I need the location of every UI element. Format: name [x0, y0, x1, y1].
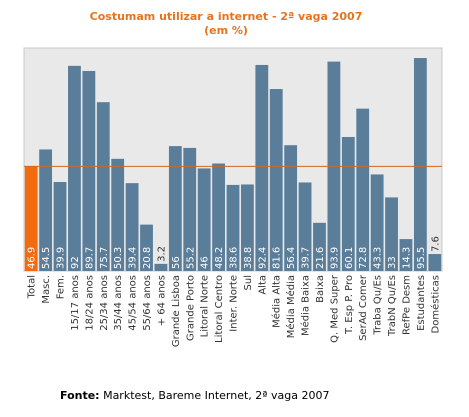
value-label-20: 21.6 [315, 247, 326, 269]
value-label-14: 38.6 [229, 247, 240, 269]
category-label-16: Alta [257, 275, 268, 295]
value-label-13: 48.2 [214, 247, 225, 269]
bar-15 [241, 184, 254, 271]
category-label-5: 25/34 anos [99, 275, 110, 331]
category-label-8: 55/64 anos [142, 275, 153, 331]
bar-24 [370, 174, 384, 271]
category-label-18: Média Média [285, 275, 297, 338]
category-label-1: Masc. [41, 275, 52, 304]
bar-0 [24, 166, 38, 271]
category-label-24: Traba Qu/Es [373, 275, 384, 336]
category-label-22: T. Esp P. Pro [344, 275, 355, 335]
value-label-9: 3.2 [156, 246, 167, 262]
bar-14 [226, 184, 240, 271]
bar-18 [284, 145, 298, 271]
category-label-11: Grande Porto [185, 275, 196, 341]
category-label-19: Média Baixa [300, 275, 312, 336]
bar-1 [39, 149, 53, 271]
bar-22 [341, 136, 355, 271]
bar-27 [413, 58, 427, 271]
bar-19 [298, 182, 312, 271]
bar-11 [183, 147, 197, 271]
bar-23 [356, 108, 370, 271]
bar-13 [212, 163, 225, 271]
bars-layer [24, 58, 442, 271]
bar-4 [82, 70, 96, 271]
category-label-27: Estudantes [416, 275, 427, 331]
value-label-11: 55.2 [185, 247, 196, 269]
value-label-15: 38.8 [243, 247, 254, 269]
value-label-22: 60.1 [344, 247, 355, 269]
chart-subtitle: (em %) [204, 24, 248, 37]
value-label-7: 39.4 [128, 247, 139, 269]
value-label-12: 46 [200, 256, 211, 269]
bar-9 [154, 263, 168, 271]
value-label-16: 92.4 [257, 247, 268, 269]
bar-12 [197, 168, 211, 271]
category-label-10: Grande Lisboa [171, 275, 182, 347]
source-note: Fonte: Marktest, Bareme Internet, 2ª vag… [60, 389, 329, 402]
category-label-21: Q. Med Super [329, 274, 340, 343]
value-label-17: 81.6 [272, 247, 283, 269]
category-label-7: 45/54 anos [128, 275, 139, 331]
bar-8 [140, 224, 153, 271]
bar-2 [53, 182, 67, 271]
bar-28 [428, 254, 442, 271]
bar-3 [68, 65, 81, 271]
value-label-24: 43.3 [373, 247, 384, 269]
source-label: Fonte: [60, 389, 100, 402]
category-label-20: Baixa [315, 275, 326, 303]
category-label-4: 18/24 anos [84, 275, 95, 331]
value-label-2: 39.9 [56, 247, 67, 269]
category-label-12: Litoral Norte [200, 275, 211, 337]
bar-25 [385, 197, 398, 271]
category-label-25: TrabN Qu/Es [387, 275, 398, 337]
category-label-13: Litoral Centro [214, 275, 225, 343]
value-label-25: 33 [387, 256, 398, 269]
category-label-3: 15/17 anos [70, 275, 81, 331]
source-text: Marktest, Bareme Internet, 2ª vaga 2007 [99, 389, 330, 402]
category-label-6: 35/44 anos [113, 275, 124, 331]
value-label-18: 56.4 [286, 247, 297, 269]
value-label-3: 92 [70, 256, 81, 269]
category-label-14: Inter. Norte [229, 275, 240, 332]
category-label-0: Total [27, 275, 38, 299]
value-label-1: 54.5 [41, 247, 52, 269]
value-label-21: 93.9 [329, 247, 340, 269]
bar-20 [313, 222, 326, 271]
value-label-10: 56 [171, 256, 182, 269]
bar-6 [111, 158, 125, 271]
bar-26 [399, 239, 413, 271]
chart-title: Costumam utilizar a internet - 2ª vaga 2… [90, 10, 363, 23]
value-label-26: 14.3 [401, 247, 412, 269]
bar-16 [255, 64, 269, 271]
value-label-8: 20.8 [142, 247, 153, 269]
value-label-23: 72.8 [358, 247, 369, 269]
value-label-6: 50.3 [113, 247, 124, 269]
value-label-19: 39.7 [301, 247, 312, 269]
value-label-4: 89.7 [84, 247, 95, 269]
bar-17 [269, 89, 283, 271]
category-label-17: Média Alta [271, 275, 283, 328]
value-label-5: 75.7 [99, 247, 110, 269]
value-label-27: 95.5 [416, 247, 427, 269]
value-label-28: 7.6 [430, 236, 441, 252]
bar-10 [168, 146, 182, 271]
bar-7 [125, 183, 139, 271]
category-label-9: + 64 anos [156, 275, 167, 326]
category-label-15: Sul [243, 275, 254, 290]
category-label-23: SerAd Comer [358, 274, 369, 341]
bar-5 [96, 102, 110, 271]
value-label-0: 46.9 [27, 247, 38, 269]
category-label-2: Fem. [56, 275, 67, 299]
category-label-28: Domésticas [429, 275, 441, 333]
category-label-26: RefPe Desm [401, 275, 412, 335]
